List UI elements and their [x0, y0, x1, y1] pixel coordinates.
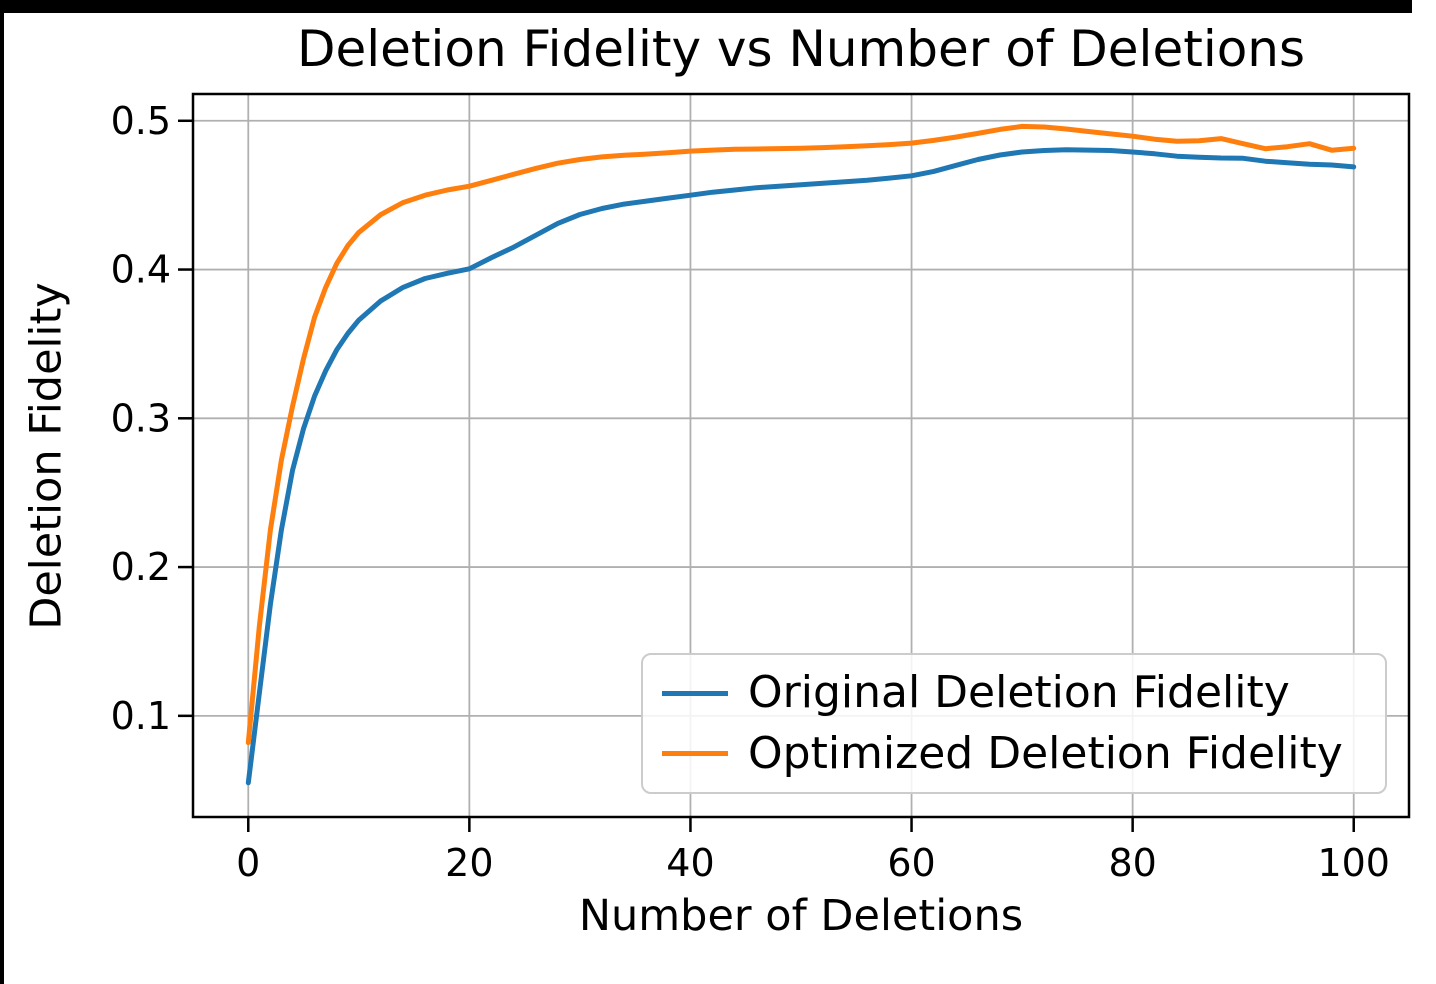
legend-line-sample-optimized — [662, 751, 728, 757]
x-tick-label: 100 — [1317, 841, 1390, 885]
legend-label-original: Original Deletion Fidelity — [748, 667, 1290, 719]
x-tick-label: 60 — [887, 841, 935, 885]
series-line-optimized — [245, 123, 1357, 746]
x-tick-label: 20 — [445, 841, 493, 885]
x-axis-label: Number of Deletions — [578, 891, 1024, 941]
chart-title: Deletion Fidelity vs Number of Deletions — [296, 20, 1306, 78]
series-line-original — [245, 147, 1357, 786]
x-tick-label: 0 — [236, 841, 260, 885]
legend: Original Deletion Fidelity Optimized Del… — [641, 653, 1387, 794]
y-tick-label: 0.5 — [111, 99, 171, 143]
grid-layer — [193, 94, 1409, 817]
x-tick-label: 80 — [1108, 841, 1156, 885]
axes-layer — [178, 92, 1411, 832]
x-tick-label: 40 — [666, 841, 714, 885]
series-layer — [245, 123, 1357, 786]
y-tick-label: 0.1 — [111, 694, 171, 738]
screenshot-left-border — [0, 0, 4, 984]
axes-frame — [191, 92, 1411, 819]
y-tick-label: 0.3 — [111, 396, 171, 440]
tick-label-layer: 0 20 40 60 80 100 0.1 0.2 0.3 0.4 0.5 — [111, 99, 1390, 885]
legend-label-optimized: Optimized Deletion Fidelity — [748, 727, 1343, 779]
y-axis-label: Deletion Fidelity — [21, 282, 72, 630]
legend-line-sample-original — [662, 690, 728, 696]
y-tick-label: 0.2 — [111, 545, 171, 589]
y-tick-label: 0.4 — [111, 248, 171, 292]
legend-item-original: Original Deletion Fidelity — [662, 671, 1385, 715]
legend-item-optimized: Optimized Deletion Fidelity — [662, 727, 1385, 779]
screenshot-top-border — [0, 0, 1412, 13]
